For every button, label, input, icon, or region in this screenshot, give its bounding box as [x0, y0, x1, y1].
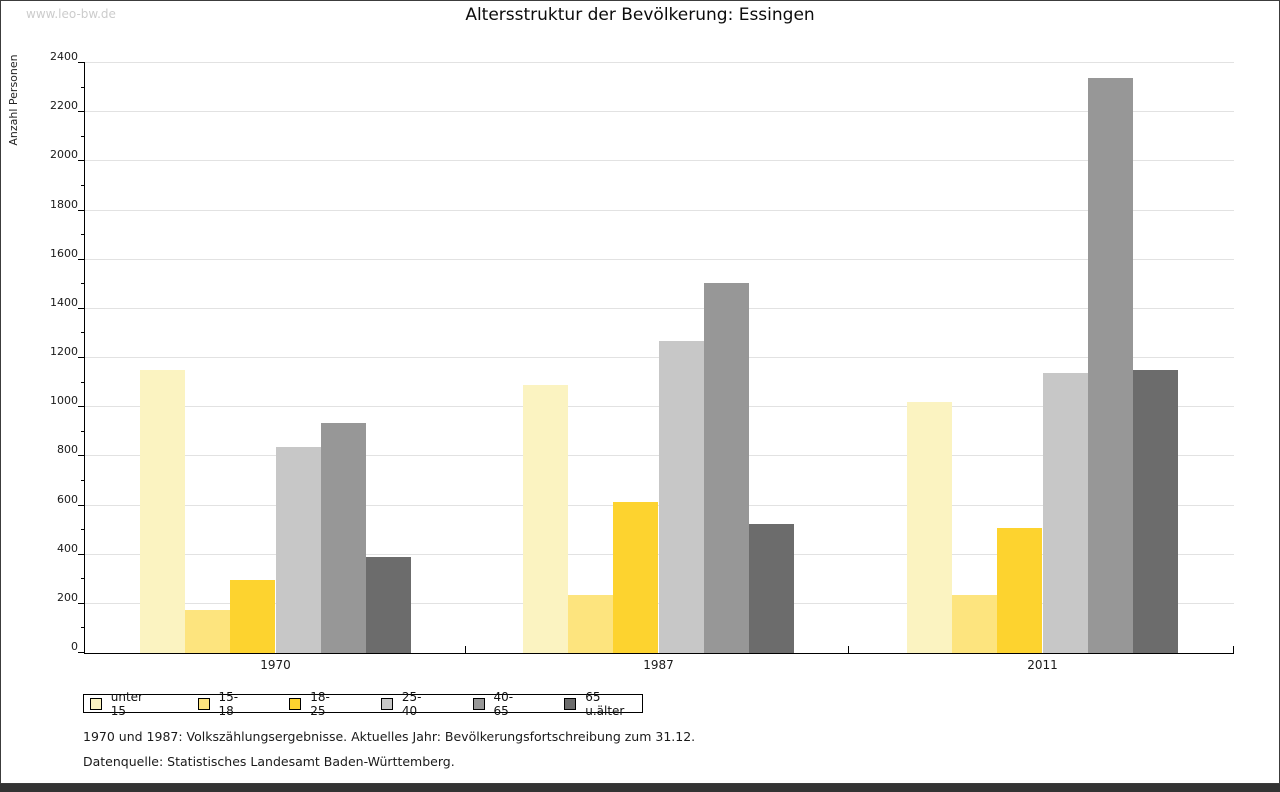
bar-1970-65-u-lter: [365, 557, 411, 653]
legend-label: 15-18: [218, 689, 239, 718]
y-tick-minor-2100: [81, 135, 85, 137]
y-tick-label-2000: 2000: [50, 148, 78, 162]
y-tick-major-2200: [78, 111, 85, 113]
y-tick-major-400: [78, 553, 85, 555]
bar-1970-40-65: [320, 423, 366, 653]
y-tick-minor-900: [81, 430, 85, 432]
legend-item-25-40: 25-40: [381, 690, 436, 718]
y-tick-minor-1500: [81, 283, 85, 285]
y-tick-label-2400: 2400: [50, 50, 78, 63]
y-tick-minor-2300: [81, 86, 85, 88]
y-tick-label-400: 400: [57, 541, 78, 555]
y-tick-major-200: [78, 602, 85, 604]
bar-2011-15-18: [952, 595, 998, 653]
y-tick-label-2200: 2200: [50, 99, 78, 113]
bar-2011-65-u-lter: [1132, 370, 1178, 653]
legend-swatch-icon: [472, 697, 485, 710]
legend-item-18-25: 18-25: [289, 690, 344, 718]
legend-swatch-icon: [90, 697, 102, 710]
legend-item-unter-15: unter 15: [90, 690, 161, 718]
y-tick-major-1600: [78, 258, 85, 260]
y-tick-major-800: [78, 455, 85, 457]
legend-label: 65 u.älter: [585, 689, 625, 718]
y-tick-minor-700: [81, 479, 85, 481]
x-category-label-1970: 1970: [260, 658, 291, 672]
y-tick-major-1800: [78, 209, 85, 211]
bar-1987-15-18: [568, 595, 614, 653]
bar-1987-65-u-lter: [748, 523, 794, 653]
legend-item-40-65: 40-65: [472, 689, 528, 718]
gridline-2400: [85, 62, 1234, 63]
bar-1970-unter-15: [140, 370, 186, 653]
bar-1987-25-40: [658, 340, 704, 653]
y-tick-label-1400: 1400: [50, 295, 78, 309]
x-category-label-1987: 1987: [643, 658, 674, 672]
chart-title: Altersstruktur der Bevölkerung: Essingen: [465, 5, 815, 25]
bar-2011-18-25: [997, 527, 1043, 653]
y-tick-minor-300: [81, 578, 85, 580]
footnote-methodology: 1970 und 1987: Volkszählungsergebnisse. …: [83, 729, 696, 744]
y-tick-major-2000: [78, 160, 85, 162]
x-boundary-tick-2: [1233, 646, 1234, 653]
y-tick-minor-1700: [81, 234, 85, 236]
bar-1970-25-40: [275, 446, 321, 653]
y-tick-label-200: 200: [57, 590, 78, 604]
x-category-label-2011: 2011: [1027, 658, 1058, 672]
legend-swatch-icon: [197, 697, 210, 710]
watermark: www.leo-bw.de: [26, 7, 116, 21]
y-tick-label-0: 0: [71, 640, 78, 653]
legend-item-15-18: 15-18: [197, 689, 253, 718]
y-tick-major-2400: [78, 62, 85, 63]
y-tick-major-600: [78, 504, 85, 506]
y-tick-minor-500: [81, 529, 85, 531]
legend-label: 25-40: [401, 689, 422, 718]
bar-1987-18-25: [613, 501, 659, 653]
bottom-bar: [0, 784, 1280, 792]
x-boundary-tick-1: [848, 646, 849, 653]
gridline-2200: [85, 111, 1234, 113]
y-tick-major-1400: [78, 307, 85, 309]
y-tick-minor-1300: [81, 332, 85, 334]
footnote-source: Datenquelle: Statistisches Landesamt Bad…: [83, 754, 455, 769]
bar-1970-15-18: [185, 609, 231, 653]
legend-swatch-icon: [289, 697, 302, 710]
y-tick-major-1000: [78, 406, 85, 408]
plot-area: 0 200 400 600 800 1000 1200 1400 1600 1800 2000 220…: [50, 50, 1234, 672]
bar-2011-25-40: [1042, 372, 1088, 653]
y-tick-label-1600: 1600: [50, 246, 78, 260]
legend-item-65-u-lter: 65 u.älter: [564, 690, 642, 718]
bar-2011-40-65: [1087, 77, 1133, 653]
legend-swatch-icon: [381, 697, 393, 710]
x-boundary-tick-0: [465, 646, 466, 653]
y-tick-label-1000: 1000: [50, 394, 78, 408]
legend: unter 15 15-18 18-25 25-40 40-65 65 u.älter: [83, 690, 643, 718]
y-tick-label-600: 600: [57, 492, 78, 506]
gridline-1800: [85, 209, 1234, 211]
legend-swatch-icon: [564, 697, 577, 710]
y-tick-major-0: [78, 652, 85, 653]
legend-label: 40-65: [493, 689, 514, 718]
bar-1987-40-65: [703, 283, 749, 653]
gridline-2000: [85, 160, 1234, 162]
y-tick-minor-1100: [81, 381, 85, 383]
gridline-1600: [85, 258, 1234, 260]
legend-label: 18-25: [310, 689, 330, 718]
bar-1987-unter-15: [523, 385, 569, 653]
y-tick-minor-100: [81, 627, 85, 629]
bar-2011-unter-15: [907, 402, 953, 653]
y-tick-label-1200: 1200: [50, 345, 78, 358]
y-tick-label-1800: 1800: [50, 197, 78, 211]
y-tick-label-800: 800: [57, 443, 78, 457]
y-tick-major-1200: [78, 357, 85, 358]
y-tick-minor-1900: [81, 184, 85, 186]
legend-label: unter 15: [110, 689, 143, 718]
gridline-1400: [85, 307, 1234, 309]
bar-1970-18-25: [230, 580, 276, 653]
